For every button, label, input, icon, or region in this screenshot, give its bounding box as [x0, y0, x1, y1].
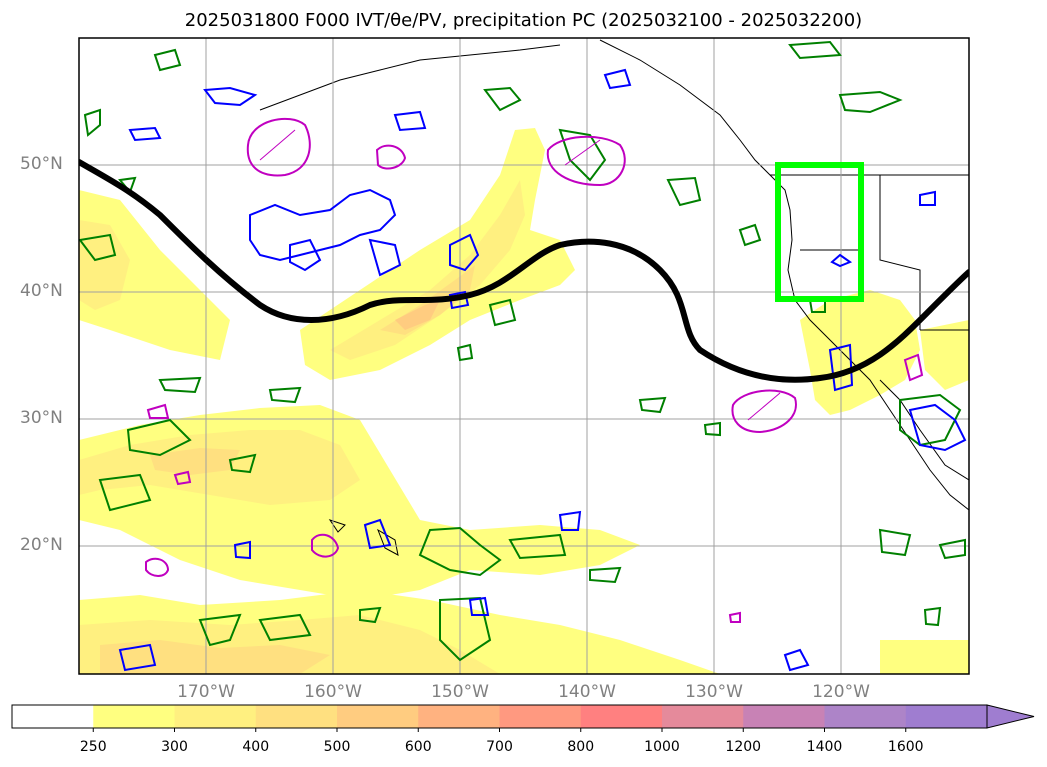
- colorbar-tick-label: 600: [404, 739, 432, 755]
- colorbar-segment: [662, 705, 744, 728]
- pv-positive-contours: [79, 40, 966, 662]
- colorbar-extend-arrow: [986, 704, 1035, 729]
- colorbar-segment: [337, 705, 419, 728]
- colorbar-tick-label: 1200: [725, 739, 762, 755]
- colorbar-segment: [905, 705, 988, 728]
- colorbar-segment: [418, 705, 500, 728]
- colorbar-segment: [499, 705, 582, 728]
- map-frame: [78, 37, 970, 675]
- figure-title: 2025031800 F000 IVT/θe/PV, precipitation…: [184, 10, 863, 31]
- colorbar: [11, 704, 1035, 732]
- colorbar-segment: [255, 705, 338, 728]
- precip-contours: [145, 117, 924, 623]
- colorbar-tick-label: 500: [323, 739, 351, 755]
- lon-label-160w: 160°W: [304, 682, 362, 702]
- lon-label-170w: 170°W: [177, 682, 235, 702]
- theta-e-contour: [79, 159, 969, 383]
- colorbar-tick-label: 700: [486, 739, 513, 755]
- colorbar-tick-label: 400: [242, 739, 270, 755]
- highlight-box: [775, 162, 864, 302]
- ivt-shading: [79, 128, 969, 674]
- colorbar-segment: [743, 705, 825, 728]
- colorbar-segment: [93, 705, 175, 728]
- colorbar-tick-label: 1400: [806, 739, 843, 755]
- colorbar-tick-label: 1000: [644, 739, 680, 755]
- colorbar-tick-label: 300: [161, 739, 188, 755]
- colorbar-tick-label: 800: [567, 739, 595, 755]
- lon-label-150w: 150°W: [431, 682, 489, 702]
- lat-label-30: 30°N: [20, 408, 63, 428]
- colorbar-segment: [174, 705, 257, 728]
- lon-label-120w: 120°W: [812, 682, 870, 702]
- colorbar-segment: [580, 705, 663, 728]
- lon-label-140w: 140°W: [558, 682, 616, 702]
- lat-label-20: 20°N: [20, 535, 63, 555]
- lat-label-50: 50°N: [20, 154, 63, 174]
- colorbar-tick-label: 1600: [887, 739, 924, 755]
- colorbar-segment: [12, 705, 94, 728]
- lon-label-130w: 130°W: [685, 682, 743, 702]
- colorbar-segment: [824, 705, 907, 728]
- lat-label-40: 40°N: [20, 281, 63, 301]
- colorbar-tick-label: 250: [79, 739, 107, 755]
